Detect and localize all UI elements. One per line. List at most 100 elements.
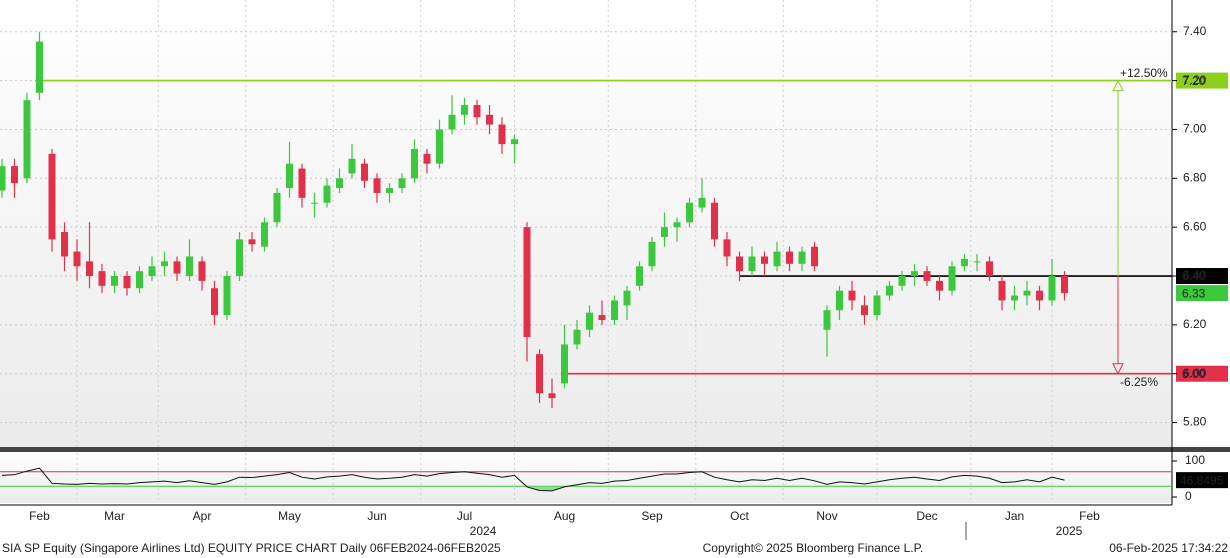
arrow-head <box>1112 79 1124 92</box>
x-tick-label: Nov <box>816 509 837 523</box>
last-price-box-label: 6.33 <box>1182 286 1206 300</box>
candle-body <box>236 239 243 277</box>
candle-body <box>436 129 443 164</box>
candle-body <box>536 354 543 394</box>
level-box-label: 7.20 <box>1182 74 1206 88</box>
level-box <box>1176 72 1228 89</box>
level-box <box>1176 268 1228 285</box>
candle-body <box>686 202 693 223</box>
candle-body <box>936 280 943 291</box>
candle-body <box>961 258 968 267</box>
indicator-last-label: 46.8495 <box>1180 473 1224 487</box>
candle-body <box>748 256 756 272</box>
candle-body <box>298 168 306 198</box>
x-tick-label: Apr <box>193 509 212 523</box>
candle-body <box>586 312 593 330</box>
candle-body <box>323 185 331 203</box>
candle-body <box>948 266 956 291</box>
candle-body <box>123 276 131 289</box>
candle-body <box>423 153 431 164</box>
candle-body <box>386 188 393 193</box>
plot-background <box>0 0 1172 447</box>
candle-body <box>548 393 556 399</box>
candle-body <box>411 149 418 179</box>
indicator-tick-label: 100 <box>1185 453 1205 467</box>
candle-body <box>198 261 206 281</box>
candle-body <box>861 305 868 316</box>
indicator-tick-label: 0 <box>1185 489 1192 503</box>
y-tick-label: 6.60 <box>1183 219 1207 233</box>
candle-body <box>211 288 218 316</box>
candle-body <box>348 158 356 174</box>
candle-body <box>836 290 843 311</box>
x-tick-label: Jan <box>1005 509 1024 523</box>
candle-body <box>0 166 6 191</box>
candle-body <box>11 166 18 184</box>
candle-body <box>223 276 231 316</box>
candle-body <box>736 256 743 272</box>
indicator-last-box <box>1176 472 1228 489</box>
candle-body <box>261 222 268 247</box>
y-tick-label: 6.80 <box>1183 170 1207 184</box>
candle-body <box>186 256 193 277</box>
candle-body <box>173 261 181 274</box>
candle-body <box>86 261 93 277</box>
y-tick-label: 7.20 <box>1183 73 1207 87</box>
candle-body <box>98 271 106 286</box>
candle-body <box>648 241 656 267</box>
candle-body <box>498 124 506 145</box>
candle-body <box>48 153 56 240</box>
candle-body <box>798 251 806 264</box>
candle-body <box>786 251 793 264</box>
candle-body <box>1061 276 1068 294</box>
candle-body <box>911 271 918 277</box>
candle-body <box>36 41 43 93</box>
candle-body <box>336 178 343 189</box>
y-tick-label: 7.00 <box>1183 122 1207 136</box>
x-tick-label: Aug <box>554 509 575 523</box>
candle-body <box>561 344 568 384</box>
candle-body <box>673 222 681 228</box>
candle-body <box>1011 295 1018 301</box>
candle-body <box>111 276 118 286</box>
arrow-head <box>1112 363 1124 375</box>
candle-body <box>973 261 981 263</box>
candle-body <box>373 178 381 193</box>
candle-body <box>998 280 1006 301</box>
candle-body <box>986 261 993 277</box>
candle-body <box>61 232 68 257</box>
x-tick-label: Mar <box>104 509 125 523</box>
candle-body <box>823 310 831 330</box>
indicator-line <box>1 467 1065 492</box>
year-label: 2025 <box>1056 524 1083 538</box>
candle-body <box>611 300 618 320</box>
x-tick-label: Dec <box>916 509 937 523</box>
candle-body <box>148 266 156 277</box>
candle-body <box>698 197 706 208</box>
candle-body <box>486 114 493 125</box>
candle-body <box>661 227 668 237</box>
candle-body <box>73 251 81 267</box>
candle-body <box>473 105 481 118</box>
x-tick-label: Jul <box>457 509 472 523</box>
candle-body <box>886 285 893 296</box>
annotation: +12.50% <box>1120 66 1168 80</box>
candle-body <box>398 178 406 189</box>
candle-body <box>448 114 456 130</box>
candle-body <box>461 105 468 115</box>
chart-title: SIA SP Equity (Singapore Airlines Ltd) E… <box>2 541 501 555</box>
candle-body <box>773 251 781 267</box>
x-tick-label: Feb <box>29 509 50 523</box>
candle-body <box>848 290 856 301</box>
candle-body <box>711 202 718 240</box>
candle-body <box>898 276 906 286</box>
copyright: Copyright© 2025 Bloomberg Finance L.P. <box>703 541 924 555</box>
x-tick-label: May <box>278 509 301 523</box>
candle-body <box>311 202 318 204</box>
candle-body <box>636 266 643 286</box>
candle-body <box>161 261 168 267</box>
panel-separator <box>0 447 1230 452</box>
x-tick-label: Sep <box>641 509 663 523</box>
candle-body <box>523 227 531 338</box>
